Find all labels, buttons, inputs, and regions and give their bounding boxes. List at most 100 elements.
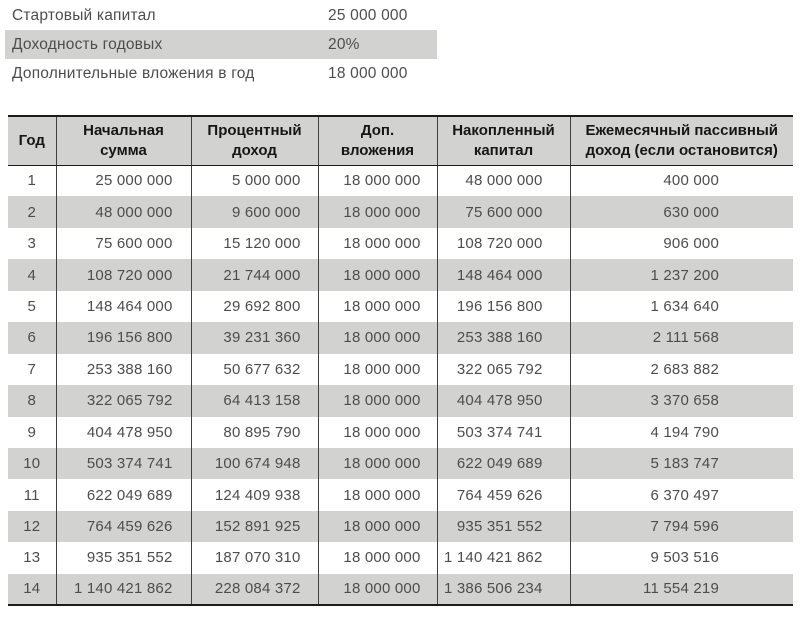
column-header-5: Ежемесячный пассивный доход (если остано…: [569, 115, 793, 166]
table-row: 1 25 000 000 5 000 000 18 000 000 48 000 000…: [8, 165, 793, 197]
table-row: 8 322 065 792 64 413 158 18 000 000 404 478 …: [8, 385, 793, 417]
value-cell: 503 374 741: [436, 416, 570, 448]
value-cell: 7 794 596: [569, 510, 793, 543]
table-row: 9 404 478 950 80 895 790 18 000 000 503 374 …: [8, 416, 793, 448]
value-cell: 64 413 158: [190, 385, 318, 417]
value-cell: 80 895 790: [190, 416, 318, 448]
value-cell: 18 000 000: [317, 259, 437, 291]
year-cell: 10: [23, 455, 41, 473]
year-cell: 12: [23, 518, 41, 536]
table-row: 5 148 464 000 29 692 800 18 000 000 196 156 …: [8, 290, 793, 323]
value-cell: 5 183 747: [569, 447, 793, 480]
value-cell: 187 070 310: [190, 542, 318, 574]
param-value: 25 000 000: [328, 6, 408, 24]
year-cell: 4: [27, 266, 37, 284]
value-cell: 152 891 925: [190, 510, 318, 543]
year-cell: 1: [27, 172, 37, 190]
value-cell: 18 000 000: [317, 290, 437, 323]
value-cell: 48 000 000: [436, 165, 570, 197]
value-cell: 108 720 000: [436, 227, 570, 260]
value-cell: 764 459 626: [436, 479, 570, 511]
value-cell: 630 000: [569, 196, 793, 228]
param-label: Стартовый капитал: [12, 6, 156, 24]
value-cell: 4 194 790: [569, 416, 793, 448]
column-header-1: Начальная сумма: [55, 115, 191, 166]
table-row: 6 196 156 800 39 231 360 18 000 000 253 388 …: [8, 322, 793, 354]
year-cell: 13: [23, 549, 41, 567]
value-cell: 5 000 000: [190, 165, 318, 197]
table-row: 3 75 600 000 15 120 000 18 000 000 108 720 0…: [8, 227, 793, 260]
value-cell: 18 000 000: [317, 573, 437, 606]
value-cell: 18 000 000: [317, 385, 437, 417]
value-cell: 11 554 219: [569, 573, 793, 606]
year-cell: 14: [23, 580, 41, 598]
table-row: 14 1 140 421 862 228 084 372 18 000 000 1 38…: [8, 573, 793, 606]
table-row: 12 764 459 626 152 891 925 18 000 000 935 35…: [8, 510, 793, 543]
value-cell: 400 000: [569, 165, 793, 197]
value-cell: 48 000 000: [55, 196, 191, 228]
year-cell: 3: [27, 235, 37, 253]
table-row: 10 503 374 741 100 674 948 18 000 000 622 04…: [8, 447, 793, 480]
value-cell: 108 720 000: [55, 259, 191, 291]
parameters-block: Стартовый капитал 25 000 000 Доходность …: [5, 1, 437, 88]
table-header: Год Начальная сумма Процентный доход Доп. в…: [8, 115, 793, 166]
value-cell: 2 683 882: [569, 353, 793, 386]
value-cell: 18 000 000: [317, 416, 437, 448]
value-cell: 322 065 792: [436, 353, 570, 386]
value-cell: 39 231 360: [190, 322, 318, 354]
column-header-3: Доп. вложения: [317, 115, 437, 166]
table-row: 2 48 000 000 9 600 000 18 000 000 75 600 000…: [8, 196, 793, 228]
value-cell: 1 140 421 862: [436, 542, 570, 574]
param-row-annual-contribution: Дополнительные вложения в год 18 000 000: [5, 59, 437, 88]
year-cell: 9: [27, 423, 37, 441]
column-header-4: Накопленный капитал: [436, 115, 570, 166]
value-cell: 18 000 000: [317, 227, 437, 260]
compound-interest-table: Год Начальная сумма Процентный доход Доп. в…: [8, 115, 793, 607]
param-row-starting-capital: Стартовый капитал 25 000 000: [5, 1, 437, 30]
year-cell: 2: [27, 203, 37, 221]
value-cell: 18 000 000: [317, 196, 437, 228]
value-cell: 935 351 552: [436, 510, 570, 543]
table-body: 1 25 000 000 5 000 000 18 000 000 48 000 000…: [8, 165, 793, 606]
value-cell: 3 370 658: [569, 385, 793, 417]
value-cell: 2 111 568: [569, 322, 793, 354]
value-cell: 9 503 516: [569, 542, 793, 574]
value-cell: 18 000 000: [317, 353, 437, 386]
value-cell: 503 374 741: [55, 447, 191, 480]
value-cell: 25 000 000: [55, 165, 191, 197]
value-cell: 21 744 000: [190, 259, 318, 291]
value-cell: 906 000: [569, 227, 793, 260]
column-header-2: Процентный доход: [190, 115, 318, 166]
value-cell: 622 049 689: [55, 479, 191, 511]
value-cell: 148 464 000: [436, 259, 570, 291]
value-cell: 196 156 800: [55, 322, 191, 354]
value-cell: 100 674 948: [190, 447, 318, 480]
value-cell: 148 464 000: [55, 290, 191, 323]
value-cell: 404 478 950: [55, 416, 191, 448]
value-cell: 50 677 632: [190, 353, 318, 386]
value-cell: 622 049 689: [436, 447, 570, 480]
param-value: 18 000 000: [328, 64, 408, 82]
table-row: 7 253 388 160 50 677 632 18 000 000 322 065 …: [8, 353, 793, 386]
table-row: 4 108 720 000 21 744 000 18 000 000 148 464 …: [8, 259, 793, 291]
param-row-annual-yield: Доходность годовых 20%: [5, 30, 437, 59]
value-cell: 18 000 000: [317, 542, 437, 574]
param-value: 20%: [328, 35, 360, 53]
value-cell: 1 237 200: [569, 259, 793, 291]
value-cell: 764 459 626: [55, 510, 191, 543]
value-cell: 1 140 421 862: [55, 573, 191, 606]
value-cell: 935 351 552: [55, 542, 191, 574]
value-cell: 253 388 160: [55, 353, 191, 386]
table-row: 11 622 049 689 124 409 938 18 000 000 764 45…: [8, 479, 793, 511]
year-cell: 11: [23, 486, 40, 504]
value-cell: 15 120 000: [190, 227, 318, 260]
value-cell: 228 084 372: [190, 573, 318, 606]
value-cell: 18 000 000: [317, 479, 437, 511]
table-header-row: Год Начальная сумма Процентный доход Доп. в…: [8, 115, 793, 166]
year-cell: 6: [27, 329, 37, 347]
value-cell: 6 370 497: [569, 479, 793, 511]
value-cell: 9 600 000: [190, 196, 318, 228]
value-cell: 18 000 000: [317, 447, 437, 480]
value-cell: 124 409 938: [190, 479, 318, 511]
